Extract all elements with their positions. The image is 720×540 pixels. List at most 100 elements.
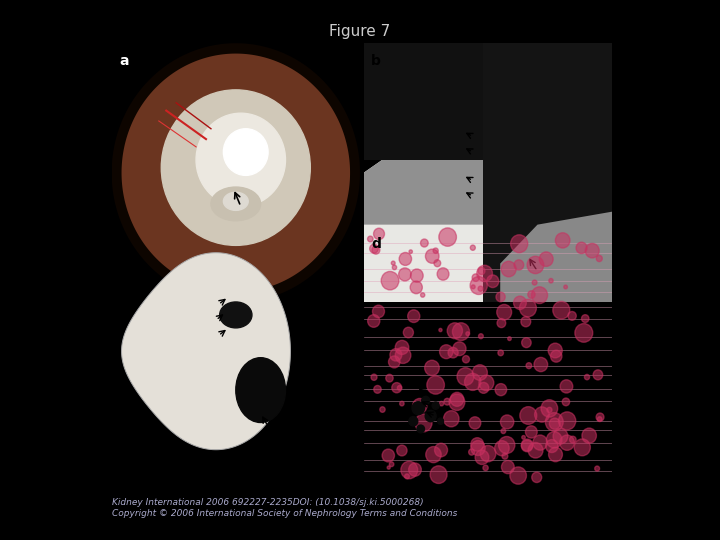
Circle shape [410,269,423,282]
Circle shape [399,253,412,266]
Circle shape [549,418,560,429]
Circle shape [469,449,474,455]
Circle shape [477,265,492,281]
Circle shape [439,328,442,332]
Circle shape [395,347,411,363]
Circle shape [531,287,548,303]
Ellipse shape [220,302,252,328]
Circle shape [399,268,411,281]
Circle shape [546,431,562,448]
Circle shape [479,334,483,339]
Circle shape [570,436,576,443]
Circle shape [464,373,481,390]
Circle shape [555,233,570,248]
Circle shape [510,467,526,484]
Circle shape [471,441,485,456]
Circle shape [439,228,456,246]
Circle shape [546,440,558,453]
Circle shape [598,417,602,422]
Circle shape [582,315,589,322]
Circle shape [585,244,599,258]
Circle shape [498,350,503,356]
Text: c: c [119,237,127,251]
Circle shape [472,274,480,281]
Circle shape [582,428,596,443]
Circle shape [593,370,603,380]
Circle shape [564,285,567,289]
Circle shape [444,411,459,427]
Circle shape [596,255,603,261]
Circle shape [596,413,604,421]
Circle shape [533,435,547,450]
Circle shape [447,323,462,339]
Circle shape [549,279,553,283]
Circle shape [415,414,432,432]
Circle shape [510,235,528,253]
Circle shape [528,442,543,458]
Circle shape [426,410,436,422]
Circle shape [547,407,552,413]
Circle shape [410,281,423,294]
Text: Kidney International 2006 692227-2235DOI: (10.1038/sj.ki.5000268): Kidney International 2006 692227-2235DOI… [112,498,423,507]
Polygon shape [122,53,350,292]
Circle shape [400,401,404,406]
Circle shape [521,440,533,452]
Circle shape [409,250,413,253]
Circle shape [457,368,474,386]
Ellipse shape [211,187,261,221]
Circle shape [433,248,438,253]
Circle shape [450,393,464,406]
Circle shape [397,445,407,456]
Circle shape [559,435,575,450]
Circle shape [501,261,516,277]
Circle shape [553,301,570,319]
Circle shape [480,446,496,462]
Circle shape [522,338,531,348]
Circle shape [392,382,402,393]
Circle shape [372,246,380,254]
Circle shape [374,386,381,393]
Circle shape [513,296,526,309]
Circle shape [559,412,576,430]
Circle shape [551,350,562,362]
Circle shape [392,265,397,269]
Circle shape [397,386,402,390]
Text: b: b [371,53,381,68]
Circle shape [520,407,536,424]
Circle shape [501,429,505,434]
Polygon shape [364,43,483,160]
Circle shape [562,398,570,406]
Circle shape [395,340,409,354]
Circle shape [374,228,384,240]
Circle shape [472,285,475,289]
Circle shape [372,305,384,318]
Text: d: d [371,237,381,251]
Circle shape [390,462,394,467]
Circle shape [514,260,523,270]
Circle shape [444,399,451,405]
Circle shape [369,244,378,253]
Circle shape [382,449,395,462]
Circle shape [539,252,553,266]
Circle shape [449,394,465,410]
Circle shape [380,407,385,413]
Circle shape [526,363,532,369]
Circle shape [430,466,447,483]
Circle shape [466,332,469,336]
Circle shape [497,305,512,320]
Circle shape [498,436,515,454]
Circle shape [448,347,458,358]
Circle shape [472,364,487,380]
Circle shape [478,382,489,393]
Circle shape [553,428,568,444]
Circle shape [534,407,549,422]
Circle shape [386,374,393,382]
Circle shape [532,280,537,285]
Ellipse shape [236,357,285,422]
Circle shape [427,376,444,394]
Circle shape [412,402,425,415]
Circle shape [526,426,537,438]
Circle shape [367,236,373,242]
Circle shape [389,356,400,368]
Circle shape [522,436,526,439]
